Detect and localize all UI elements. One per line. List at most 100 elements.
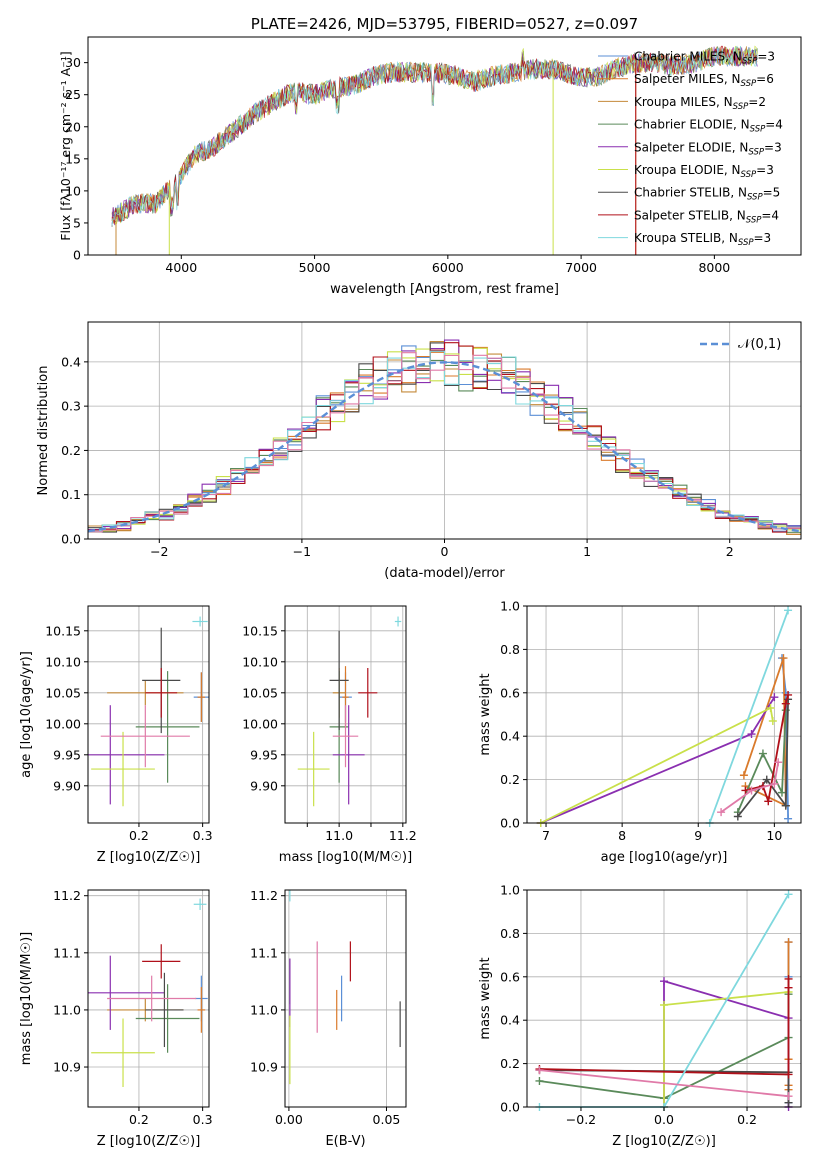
- age_vs_mass-ytick-label: 9.90: [250, 778, 278, 793]
- weight_vs_Z-ytick-label: 0.8: [500, 926, 520, 941]
- weight_vs_Z-ytick-label: 0.0: [500, 1100, 520, 1115]
- mass_vs_Z-ytick-label: 11.0: [53, 1002, 81, 1017]
- spectrum-title: PLATE=2426, MJD=53795, FIBERID=0527, z=0…: [251, 15, 638, 33]
- spectrum-xtick-label: 4000: [165, 260, 197, 275]
- weight_vs_age-point: [784, 690, 793, 699]
- weight_vs_age-point: [747, 786, 756, 795]
- weight_vs_age-point: [747, 730, 756, 739]
- spectrum-xtick-label: 8000: [698, 260, 730, 275]
- residuals-ytick-label: 0.0: [61, 532, 81, 547]
- weight_vs_age-point: [781, 801, 790, 810]
- weight_vs_Z-point: [660, 1001, 668, 1010]
- weight_vs_age-xtick-label: 7: [542, 828, 550, 843]
- spectrum-frame: [87, 36, 802, 256]
- weight_vs_Z-ytick-label: 0.2: [500, 1056, 520, 1071]
- weight_vs_Z-series-line: [539, 1069, 789, 1098]
- mass_vs_Z-xtick-label: 0.3: [193, 1112, 213, 1127]
- residuals-ylabel: Normed distribution: [36, 366, 51, 496]
- weight_vs_age-point: [784, 606, 793, 615]
- spectrum-ytick-label: 15: [65, 151, 81, 166]
- residuals-ytick-label: 0.4: [61, 354, 81, 369]
- age_vs_mass-ytick-label: 10.10: [242, 654, 278, 669]
- spectrum-legend-label: Kroupa ELODIE, NSSP=3: [634, 163, 774, 180]
- spectrum-ytick-label: 25: [65, 87, 81, 102]
- gaussian-curve: [87, 361, 802, 533]
- mass_vs_Z-frame: [87, 889, 210, 1108]
- weight_vs_age-point: [717, 808, 726, 817]
- mass_vs_EBV-ytick-label: 11.0: [250, 1002, 278, 1017]
- age_vs_mass-xtick-label: 11.2: [389, 828, 417, 843]
- mass_vs_Z-ytick-label: 11.1: [53, 945, 81, 960]
- weight_vs_age-ytick-label: 0.6: [500, 685, 520, 700]
- age_vs_mass-ytick-label: 10.15: [242, 623, 278, 638]
- weight_vs_Z-xtick-label: −0.2: [566, 1112, 596, 1127]
- age_vs_mass-ytick-label: 9.95: [250, 747, 278, 762]
- spectrum-series-7: [111, 45, 758, 224]
- mass_vs_Z-ylabel: mass [log10(M/M☉)]: [19, 932, 34, 1065]
- mass_vs_EBV-frame: [284, 889, 407, 1108]
- mass_vs_Z-xlabel: Z [log10(Z/Z☉)]: [97, 1134, 201, 1149]
- age_vs_Z-ytick-label: 10.05: [45, 685, 81, 700]
- spectrum-xtick-label: 6000: [432, 260, 464, 275]
- weight_vs_age-series-line: [708, 609, 789, 824]
- weight_vs_age-ytick-label: 1.0: [500, 599, 520, 614]
- weight_vs_age-point: [733, 812, 742, 821]
- weight_vs_age-series-line: [720, 762, 780, 813]
- spectrum-xtick-label: 5000: [299, 260, 331, 275]
- weight_vs_age-xtick-label: 10: [766, 828, 782, 843]
- age_vs_Z-ytick-label: 10.00: [45, 716, 81, 731]
- weight_vs_age-point: [781, 699, 790, 708]
- weight_vs_age-xtick-label: 8: [618, 828, 626, 843]
- mass_vs_EBV-ytick-label: 11.1: [250, 945, 278, 960]
- weight_vs_Z-ytick-label: 0.4: [500, 1013, 520, 1028]
- spectrum-xtick-label: 7000: [565, 260, 597, 275]
- spectrum-legend-label: Salpeter STELIB, NSSP=4: [634, 208, 779, 225]
- weight_vs_age-series-line: [540, 706, 774, 824]
- weight_vs_age-point: [774, 758, 783, 767]
- age_vs_Z-ylabel: age [log10(age/yr)]: [19, 651, 34, 778]
- weight_vs_Z-point: [784, 1070, 793, 1079]
- weight_vs_Z-point: [535, 1066, 544, 1075]
- spectrum-legend-label: Chabrier MILES, NSSP=3: [634, 50, 775, 67]
- age_vs_Z-frame: [87, 605, 210, 824]
- weight_vs_Z-ylabel: mass weight: [478, 957, 493, 1039]
- residuals-xtick-label: 1: [583, 544, 591, 559]
- residual-hist-7: [88, 342, 801, 533]
- weight_vs_Z-point: [784, 938, 793, 947]
- mass_vs_Z-ytick-label: 11.2: [53, 888, 81, 903]
- weight_vs_age-frame: [526, 605, 802, 824]
- weight_vs_Z-point: [660, 977, 668, 986]
- residuals-xlabel: (data-model)/error: [384, 566, 505, 581]
- age_vs_mass-xtick-label: 11.0: [325, 828, 353, 843]
- mass_vs_EBV-ytick-label: 10.9: [250, 1060, 278, 1075]
- weight_vs_age-point: [758, 749, 767, 758]
- age_vs_Z-ytick-label: 10.10: [45, 654, 81, 669]
- weight_vs_age-series-line: [737, 699, 789, 818]
- weight_vs_age-xtick-label: 9: [694, 828, 702, 843]
- age_vs_mass-ytick-label: 10.05: [242, 685, 278, 700]
- weight_vs_Z-point: [784, 974, 793, 983]
- mass_vs_EBV-ytick-label: 11.2: [250, 888, 278, 903]
- weight_vs_Z-point: [535, 1076, 544, 1085]
- spectrum-ytick-label: 10: [65, 183, 81, 198]
- residuals-ytick-label: 0.1: [61, 487, 81, 502]
- residuals-xtick-label: −1: [293, 544, 311, 559]
- weight_vs_Z-point: [784, 890, 793, 899]
- weight_vs_age-ytick-label: 0.8: [500, 642, 520, 657]
- mass_vs_EBV-xlabel: E(B-V): [325, 1134, 365, 1149]
- residuals-xtick-label: 0: [441, 544, 449, 559]
- spectrum-ytick-label: 30: [65, 55, 81, 70]
- age_vs_Z-ytick-label: 9.90: [53, 778, 81, 793]
- weight_vs_age-point: [770, 693, 779, 702]
- weight_vs_age-point: [768, 717, 777, 726]
- weight_vs_Z-series-line: [539, 979, 790, 1076]
- age_vs_mass-ytick-label: 10.00: [242, 716, 278, 731]
- weight_vs_age-xlabel: age [log10(age/yr)]: [601, 850, 728, 865]
- weight_vs_age-point: [739, 771, 748, 780]
- weight_vs_Z-point: [784, 1092, 793, 1101]
- mass_vs_EBV-xtick-label: 0.05: [373, 1112, 401, 1127]
- age_vs_Z-xtick-label: 0.3: [193, 828, 213, 843]
- spectrum-legend-label: Salpeter MILES, NSSP=6: [634, 72, 774, 89]
- weight_vs_age-point: [779, 654, 788, 663]
